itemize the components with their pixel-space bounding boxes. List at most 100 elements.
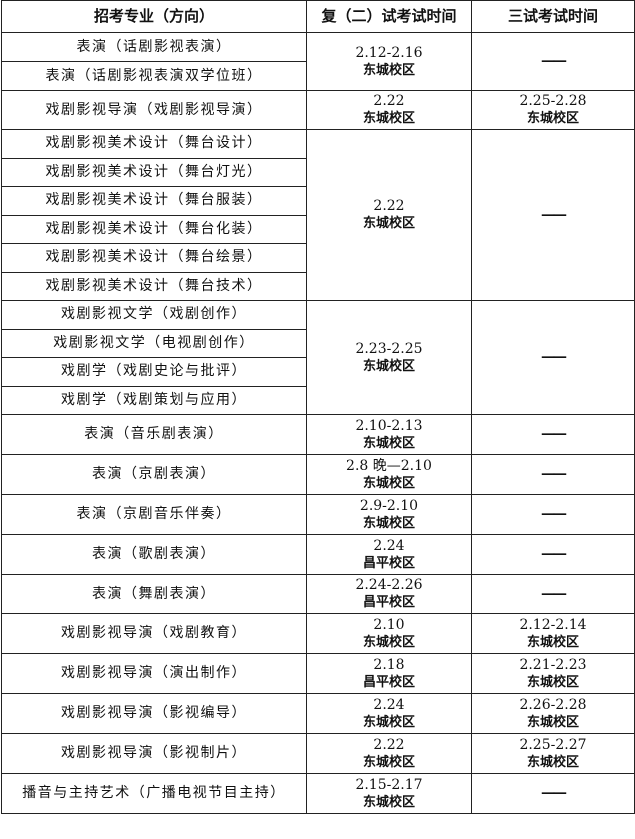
header-third-exam: 三试考试时间 bbox=[471, 0, 635, 33]
second-exam-cell: 2.18 昌平校区 bbox=[306, 653, 472, 694]
second-exam-cell: 2.24 昌平校区 bbox=[306, 534, 472, 575]
campus-label: 东城校区 bbox=[362, 754, 415, 770]
header-row: 招考专业（方向） 复（二）试考试时间 三试考试时间 bbox=[1, 0, 635, 33]
major-cell: 戏剧影视导演（演出制作） bbox=[1, 653, 307, 694]
major-cell: 戏剧影视美术设计（舞台设计） bbox=[1, 129, 307, 159]
exam-date: 2.22 bbox=[373, 93, 405, 109]
major-cell: 戏剧影视文学（电视剧创作） bbox=[1, 328, 307, 358]
campus-label: 东城校区 bbox=[526, 634, 579, 650]
third-exam-cell: —— bbox=[471, 454, 635, 495]
third-exam-cell: 2.25-2.27 东城校区 bbox=[471, 733, 635, 774]
campus-label: 东城校区 bbox=[526, 754, 579, 770]
table-row: 戏剧学（戏剧史论与批评） bbox=[1, 357, 635, 387]
exam-date: 2.21-2.23 bbox=[519, 656, 587, 673]
empty-dash: —— bbox=[541, 206, 567, 223]
table-row: 戏剧影视导演（影视编导） 2.24 东城校区 2.26-2.28 东城校区 bbox=[1, 693, 635, 734]
table-row: 戏剧影视文学（戏剧创作） 2.23-2.25 东城校区 —— bbox=[1, 300, 635, 415]
exam-date: 2.15-2.17 bbox=[355, 776, 423, 793]
campus-label: 东城校区 bbox=[362, 62, 415, 78]
campus-label: 昌平校区 bbox=[362, 674, 415, 690]
table-row: 戏剧影视导演（戏剧教育） 2.10 东城校区 2.12-2.14 东城校区 bbox=[1, 613, 635, 654]
table-row: 戏剧影视美术设计（舞台化装） bbox=[1, 214, 635, 244]
second-exam-cell: 2.22 东城校区 bbox=[306, 129, 472, 301]
campus-label: 东城校区 bbox=[362, 216, 415, 231]
major-cell: 表演（舞剧表演） bbox=[1, 574, 307, 614]
campus-label: 东城校区 bbox=[526, 714, 579, 730]
table-body: 表演（话剧影视表演） 2.12-2.16 东城校区 —— 表演（话剧影视表演双学位班）戏… bbox=[1, 32, 635, 814]
exam-date: 2.12-2.16 bbox=[355, 44, 423, 61]
campus-label: 东城校区 bbox=[362, 794, 415, 810]
major-cell: 戏剧影视导演（戏剧影视导演） bbox=[1, 90, 307, 130]
empty-dash: —— bbox=[541, 466, 567, 482]
major-cell: 表演（京剧表演） bbox=[1, 454, 307, 495]
third-exam-cell: —— bbox=[471, 574, 635, 614]
major-cell: 戏剧学（戏剧策划与应用） bbox=[1, 385, 307, 415]
table-row: 表演（舞剧表演） 2.24-2.26 昌平校区 —— bbox=[1, 574, 635, 614]
major-cell: 戏剧影视文学（戏剧创作） bbox=[1, 300, 307, 330]
exam-date: 2.18 bbox=[373, 656, 405, 673]
empty-dash: —— bbox=[541, 426, 567, 442]
table-row: 播音与主持艺术（广播电视节目主持） 2.15-2.17 东城校区 —— bbox=[1, 773, 635, 814]
exam-date: 2.25-2.27 bbox=[519, 736, 587, 753]
empty-dash: —— bbox=[541, 546, 567, 562]
header-major: 招考专业（方向） bbox=[1, 0, 307, 33]
exam-date: 2.10 bbox=[373, 616, 405, 633]
third-exam-cell: —— bbox=[471, 494, 635, 535]
exam-date: 2.24 bbox=[373, 537, 405, 554]
second-exam-cell: 2.24 东城校区 bbox=[306, 693, 472, 734]
third-exam-cell: —— bbox=[471, 773, 635, 814]
exam-date: 2.8 晚—2.10 bbox=[346, 457, 432, 474]
major-cell: 戏剧学（戏剧史论与批评） bbox=[1, 357, 307, 387]
empty-dash: —— bbox=[541, 349, 567, 365]
major-cell: 表演（话剧影视表演双学位班） bbox=[1, 61, 307, 91]
table-row: 戏剧影视导演（演出制作） 2.18 昌平校区 2.21-2.23 东城校区 bbox=[1, 653, 635, 694]
third-exam-cell: —— bbox=[471, 414, 635, 455]
third-exam-cell: 2.12-2.14 东城校区 bbox=[471, 613, 635, 654]
second-exam-cell: 2.10-2.13 东城校区 bbox=[306, 414, 472, 455]
table-row: 表演（音乐剧表演） 2.10-2.13 东城校区 —— bbox=[1, 414, 635, 455]
exam-schedule-table: 招考专业（方向） 复（二）试考试时间 三试考试时间 表演（话剧影视表演） 2.12… bbox=[1, 0, 635, 814]
campus-label: 东城校区 bbox=[362, 515, 415, 531]
table-row: 戏剧影视导演（影视制片） 2.22 东城校区 2.25-2.27 东城校区 bbox=[1, 733, 635, 774]
campus-label: 东城校区 bbox=[526, 674, 579, 690]
empty-dash: —— bbox=[541, 785, 567, 801]
second-exam-cell: 2.24-2.26 昌平校区 bbox=[306, 574, 472, 614]
major-cell: 表演（京剧音乐伴奏） bbox=[1, 494, 307, 535]
campus-label: 昌平校区 bbox=[362, 555, 415, 571]
second-exam-cell: 2.8 晚—2.10 东城校区 bbox=[306, 454, 472, 495]
table-row: 表演（京剧音乐伴奏） 2.9-2.10 东城校区 —— bbox=[1, 494, 635, 535]
table-row: 戏剧影视美术设计（舞台绘景） bbox=[1, 243, 635, 273]
empty-dash: —— bbox=[541, 506, 567, 522]
exam-date: 2.24-2.26 bbox=[355, 577, 423, 593]
table-row: 表演（京剧表演） 2.8 晚—2.10 东城校区 —— bbox=[1, 454, 635, 495]
major-cell: 戏剧影视美术设计（舞台技术） bbox=[1, 271, 307, 301]
second-exam-cell: 2.12-2.16 东城校区 bbox=[306, 32, 472, 91]
major-cell: 戏剧影视美术设计（舞台服装） bbox=[1, 186, 307, 216]
campus-label: 东城校区 bbox=[362, 111, 415, 126]
empty-dash: —— bbox=[541, 53, 567, 69]
exam-date: 2.22 bbox=[373, 736, 405, 753]
table-row: 戏剧影视导演（戏剧影视导演） 2.22 东城校区 2.25-2.28 东城校区 bbox=[1, 90, 635, 130]
major-cell: 表演（歌剧表演） bbox=[1, 534, 307, 575]
table-row: 表演（歌剧表演） 2.24 昌平校区 —— bbox=[1, 534, 635, 575]
third-exam-cell: —— bbox=[471, 129, 635, 301]
third-exam-cell: 2.26-2.28 东城校区 bbox=[471, 693, 635, 734]
third-exam-cell: 2.21-2.23 东城校区 bbox=[471, 653, 635, 694]
exam-date: 2.25-2.28 bbox=[519, 93, 587, 109]
major-cell: 戏剧影视美术设计（舞台绘景） bbox=[1, 243, 307, 273]
campus-label: 东城校区 bbox=[362, 634, 415, 650]
exam-date: 2.9-2.10 bbox=[359, 497, 419, 514]
major-cell: 表演（音乐剧表演） bbox=[1, 414, 307, 455]
second-exam-cell: 2.23-2.25 东城校区 bbox=[306, 300, 472, 415]
campus-label: 东城校区 bbox=[362, 435, 415, 451]
table-row: 表演（话剧影视表演双学位班） bbox=[1, 61, 635, 91]
exam-date: 2.24 bbox=[373, 696, 405, 713]
major-cell: 戏剧影视导演（戏剧教育） bbox=[1, 613, 307, 654]
third-exam-cell: 2.25-2.28 东城校区 bbox=[471, 90, 635, 130]
third-exam-cell: —— bbox=[471, 300, 635, 415]
major-cell: 表演（话剧影视表演） bbox=[1, 32, 307, 62]
campus-label: 昌平校区 bbox=[362, 595, 415, 610]
exam-date: 2.22 bbox=[373, 198, 405, 214]
major-cell: 戏剧影视美术设计（舞台化装） bbox=[1, 214, 307, 244]
major-cell: 戏剧影视美术设计（舞台灯光） bbox=[1, 157, 307, 187]
